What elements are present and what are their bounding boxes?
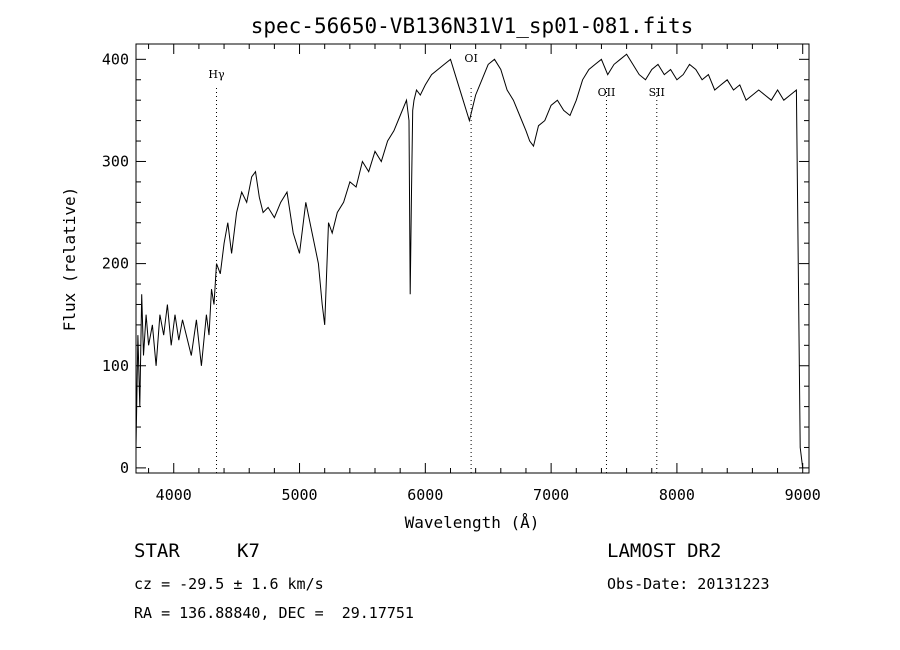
- x-tick-label: 9000: [785, 486, 821, 504]
- plot-frame: [135, 43, 810, 474]
- y-tick-label: 0: [120, 459, 129, 477]
- coordinates-text: RA = 136.88840, DEC = 29.17751: [134, 604, 414, 622]
- y-axis: 0 100 200 300 400: [102, 50, 809, 477]
- chart-title: spec-56650-VB136N31V1_sp01-081.fits: [251, 14, 694, 38]
- y-tick-label: 200: [102, 255, 129, 273]
- spectral-line-markers: Hγ OI OII SII: [208, 52, 665, 473]
- obs-date-text: Obs-Date: 20131223: [607, 575, 770, 593]
- y-tick-label: 300: [102, 152, 129, 170]
- x-axis-label: Wavelength (Å): [405, 513, 540, 532]
- line-marker-label: SII: [649, 86, 665, 99]
- x-tick-label: 6000: [407, 486, 443, 504]
- redshift-text: cz = -29.5 ± 1.6 km/s: [134, 575, 324, 593]
- y-axis-label: Flux (relative): [60, 187, 79, 332]
- x-axis: 4000 5000 6000 7000 8000 9000: [148, 44, 821, 504]
- line-marker-label: Hγ: [208, 68, 225, 81]
- x-tick-label: 5000: [281, 486, 317, 504]
- spectrum-line: [135, 53, 804, 468]
- line-marker-label: OII: [598, 86, 616, 99]
- line-marker-label: OI: [464, 52, 477, 65]
- y-tick-label: 400: [102, 50, 129, 68]
- y-tick-label: 100: [102, 357, 129, 375]
- x-tick-label: 4000: [156, 486, 192, 504]
- x-tick-label: 7000: [533, 486, 569, 504]
- object-subclass: K7: [237, 540, 260, 562]
- survey-name: LAMOST DR2: [607, 540, 722, 562]
- plot-area: [135, 53, 804, 468]
- object-class: STAR: [134, 540, 180, 562]
- x-tick-label: 8000: [659, 486, 695, 504]
